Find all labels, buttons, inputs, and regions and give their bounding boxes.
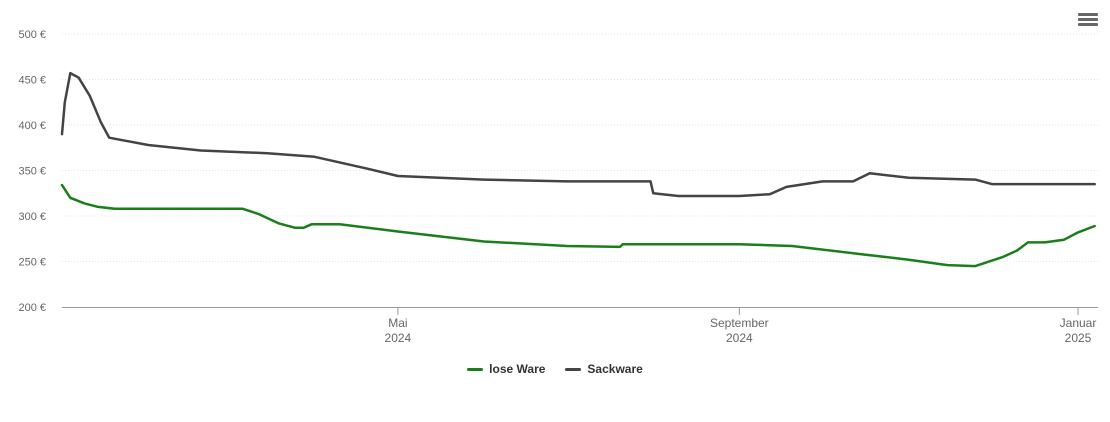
menu-bar bbox=[1078, 18, 1098, 21]
y-tick-label: 250 € bbox=[18, 257, 46, 269]
legend-label: lose Ware bbox=[489, 362, 546, 376]
x-tick-label-month: Mai bbox=[388, 316, 407, 330]
series-line-sackware[interactable] bbox=[60, 71, 1096, 198]
y-axis: 200 € 250 € 300 € 350 € 400 € 450 € 500 € bbox=[18, 29, 46, 314]
legend-item-lose-ware[interactable]: lose Ware bbox=[467, 362, 545, 376]
legend-item-sackware[interactable]: Sackware bbox=[565, 362, 643, 376]
x-tick-label-year: 2025 bbox=[1065, 331, 1092, 345]
menu-bar bbox=[1078, 23, 1098, 26]
x-tick-label-year: 2024 bbox=[726, 331, 753, 345]
x-tick-label-year: 2024 bbox=[385, 331, 412, 345]
menu-bar bbox=[1078, 13, 1098, 16]
y-tick-label: 350 € bbox=[18, 166, 46, 178]
x-tick-label-month: Januar bbox=[1060, 316, 1097, 330]
y-tick-label: 500 € bbox=[18, 29, 46, 41]
legend: lose Ware Sackware bbox=[0, 362, 1110, 376]
y-tick-label: 200 € bbox=[18, 302, 46, 314]
y-tick-label: 450 € bbox=[18, 75, 46, 87]
grid-lines bbox=[62, 33, 1098, 262]
legend-label: Sackware bbox=[587, 362, 643, 376]
series-lines bbox=[60, 71, 1096, 268]
y-tick-label: 400 € bbox=[18, 120, 46, 132]
legend-swatch-sackware bbox=[565, 367, 582, 371]
hamburger-menu-icon[interactable] bbox=[1078, 13, 1098, 31]
y-tick-label: 300 € bbox=[18, 211, 46, 223]
x-tick-label-month: September bbox=[710, 316, 769, 330]
legend-swatch-lose-ware bbox=[467, 367, 484, 371]
series-line-lose-ware[interactable] bbox=[60, 183, 1096, 268]
